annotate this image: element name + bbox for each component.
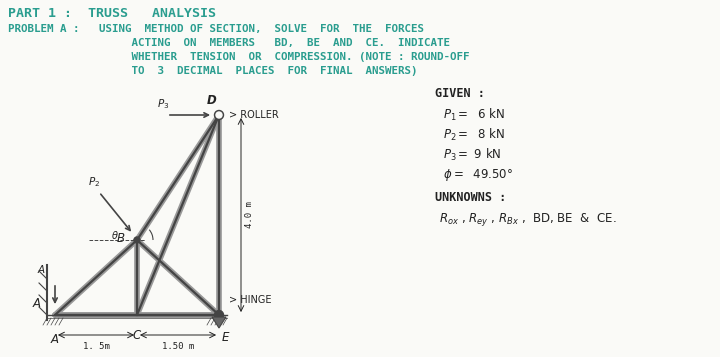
Text: $P_2$: $P_2$ (88, 175, 100, 189)
Text: C: C (133, 329, 141, 342)
Text: TO  3  DECIMAL  PLACES  FOR  FINAL  ANSWERS): TO 3 DECIMAL PLACES FOR FINAL ANSWERS) (8, 66, 418, 76)
Circle shape (215, 111, 223, 120)
Text: A: A (51, 333, 59, 346)
Text: A: A (37, 265, 45, 275)
Text: $R_{ox}$ , $R_{ey}$ , $R_{Bx}$ ,  BD, BE  &  CE.: $R_{ox}$ , $R_{ey}$ , $R_{Bx}$ , BD, BE … (439, 211, 616, 228)
Text: PART 1 :  TRUSS   ANALYSIS: PART 1 : TRUSS ANALYSIS (8, 7, 216, 20)
Text: A: A (33, 297, 41, 310)
Text: 1.50 m: 1.50 m (162, 342, 194, 351)
Text: $P_3$: $P_3$ (157, 97, 169, 111)
Text: $\theta$: $\theta$ (111, 229, 119, 241)
Text: 4.0 m: 4.0 m (245, 202, 254, 228)
Text: $P_2 = \ \ 8$ kN: $P_2 = \ \ 8$ kN (443, 127, 505, 143)
Text: GIVEN :: GIVEN : (435, 87, 485, 100)
Text: PROBLEM A :   USING  METHOD OF SECTION,  SOLVE  FOR  THE  FORCES: PROBLEM A : USING METHOD OF SECTION, SOL… (8, 24, 424, 34)
Text: > ROLLER: > ROLLER (229, 110, 279, 120)
Text: E: E (222, 331, 230, 344)
Text: > HINGE: > HINGE (229, 295, 271, 305)
Circle shape (215, 311, 223, 320)
Text: 1. 5m: 1. 5m (83, 342, 109, 351)
Text: $\phi = \ \ 49.50°$: $\phi = \ \ 49.50°$ (443, 167, 513, 183)
Text: ACTING  ON  MEMBERS   BD,  BE  AND  CE.  INDICATE: ACTING ON MEMBERS BD, BE AND CE. INDICAT… (8, 38, 450, 48)
Text: UNKNOWNS :: UNKNOWNS : (435, 191, 506, 204)
Text: D: D (207, 94, 217, 107)
Text: WHETHER  TENSION  OR  COMPRESSION. (NOTE : ROUND-OFF: WHETHER TENSION OR COMPRESSION. (NOTE : … (8, 52, 469, 62)
Circle shape (134, 237, 140, 243)
Text: $P_3 = \ 9$ kN: $P_3 = \ 9$ kN (443, 147, 502, 163)
Text: $P_1 = \ \ 6$ kN: $P_1 = \ \ 6$ kN (443, 107, 505, 123)
Text: B: B (117, 231, 125, 245)
Polygon shape (212, 317, 226, 328)
Circle shape (216, 112, 222, 118)
